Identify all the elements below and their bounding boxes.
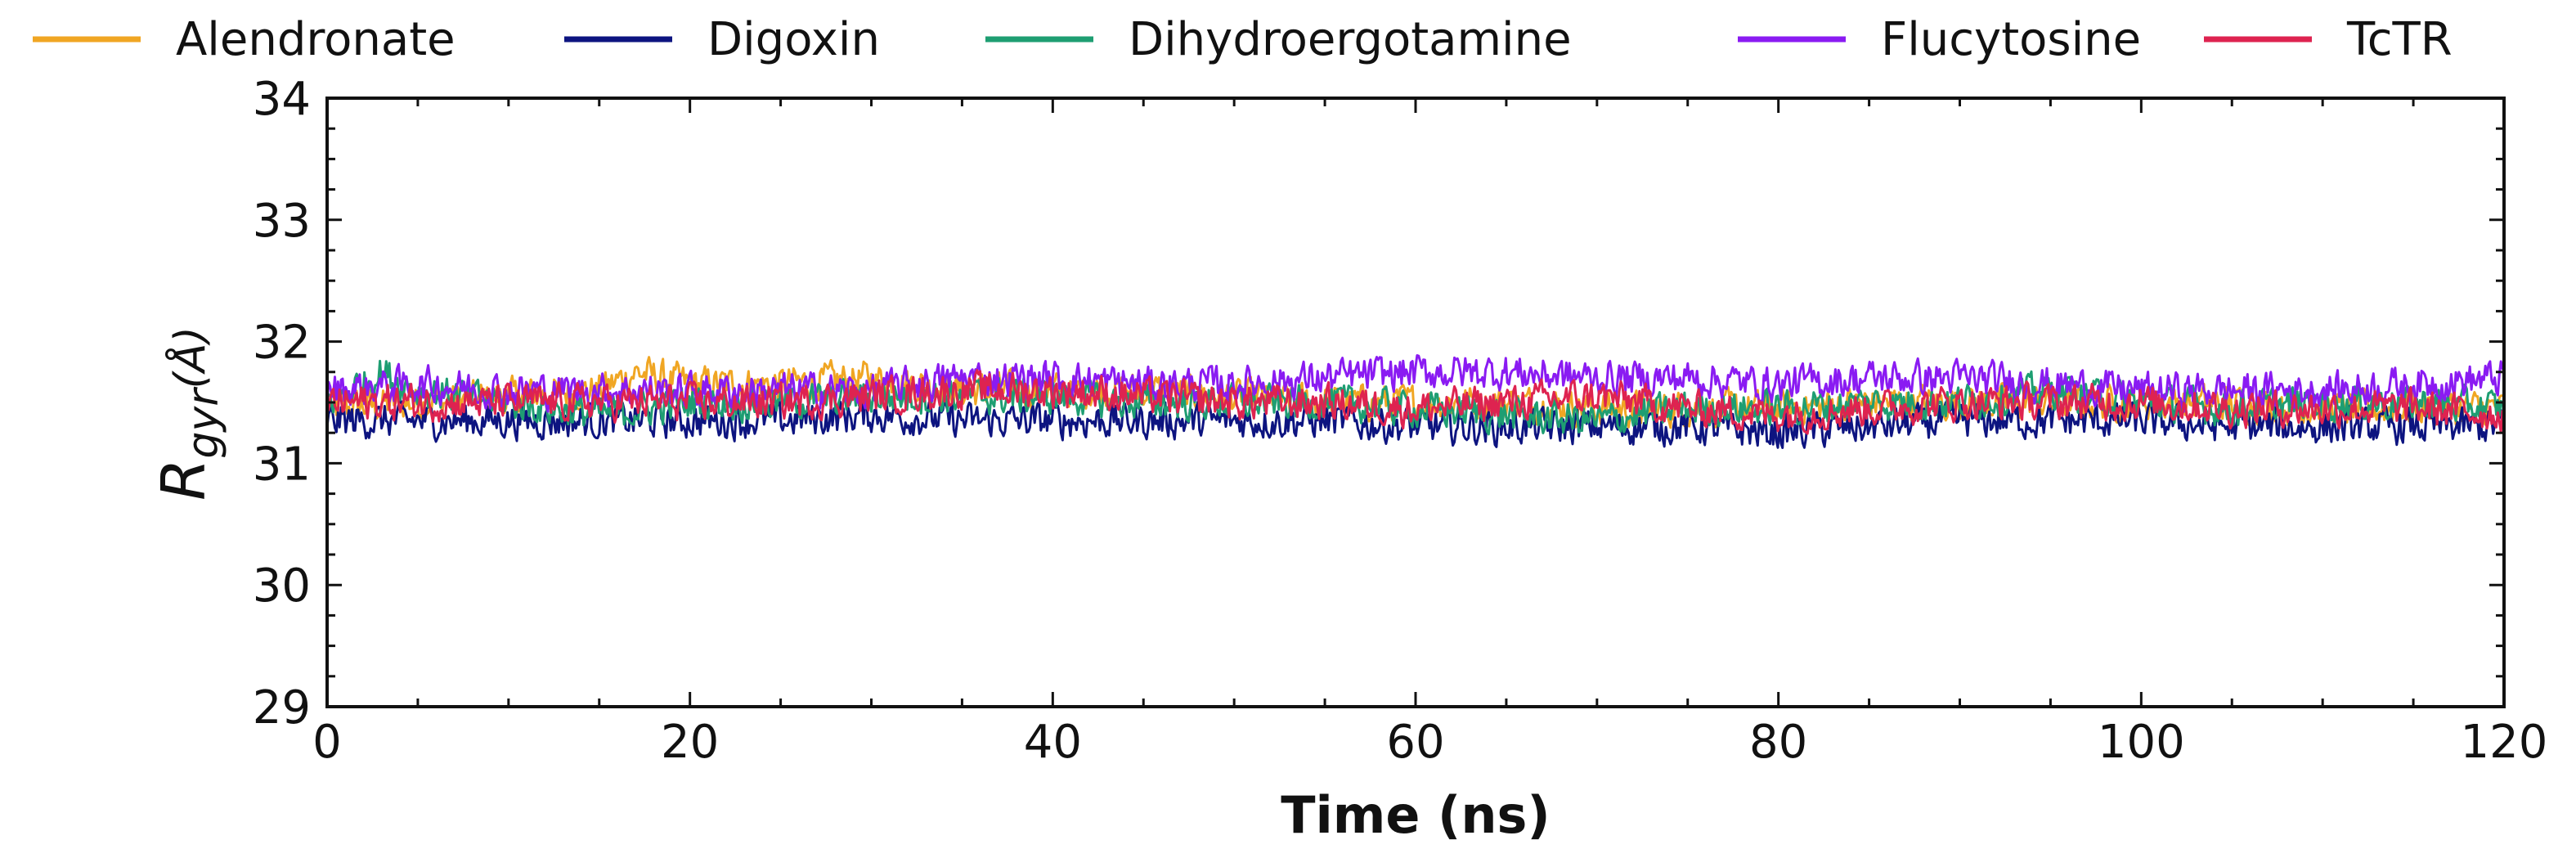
legend-item-tctr: TcTR — [2204, 13, 2453, 66]
x-tick-label: 40 — [1024, 716, 1082, 769]
legend-label: TcTR — [2346, 13, 2453, 66]
y-tick-label: 32 — [253, 317, 311, 370]
legend-item-alendronate: Alendronate — [33, 13, 456, 66]
y-tick-label: 29 — [253, 681, 311, 734]
series-line-flucytosine — [327, 354, 2504, 413]
legend-item-flucytosine: Flucytosine — [1738, 13, 2141, 66]
y-tick-label: 31 — [253, 438, 311, 491]
y-axis-label-unit: (Å) — [164, 326, 215, 389]
y-tick-label: 34 — [253, 73, 311, 126]
legend-item-digoxin: Digoxin — [564, 13, 880, 66]
x-tick-label: 0 — [312, 716, 342, 769]
y-tick-label: 30 — [253, 559, 311, 613]
legend-label: Dihydroergotamine — [1129, 13, 1572, 66]
y-axis-label-subscript: gyr — [179, 386, 228, 459]
y-axis-label-symbol: R — [149, 459, 219, 501]
legend-label: Flucytosine — [1881, 13, 2141, 66]
y-tick-label: 33 — [253, 195, 311, 248]
legend-label: Alendronate — [176, 13, 456, 66]
x-tick-label: 20 — [661, 716, 719, 769]
legend-label: Digoxin — [707, 13, 880, 66]
y-axis-label: Rgyr(Å) — [149, 326, 228, 501]
x-tick-label: 120 — [2461, 716, 2548, 769]
series-line-tctr — [327, 369, 2504, 435]
x-tick-label: 80 — [1749, 716, 1807, 769]
x-tick-label: 100 — [2098, 716, 2185, 769]
legend-item-dihydroergotamine: Dihydroergotamine — [985, 13, 1572, 66]
plot-area — [327, 354, 2504, 449]
axes: 0 20 40 60 80 100 120 29 30 31 32 33 34 — [253, 73, 2548, 769]
legend: Alendronate Digoxin Dihydroergotamine Flucy… — [33, 13, 2453, 66]
x-axis-label: Time (ns) — [1281, 785, 1551, 845]
x-tick-label: 60 — [1386, 716, 1444, 769]
